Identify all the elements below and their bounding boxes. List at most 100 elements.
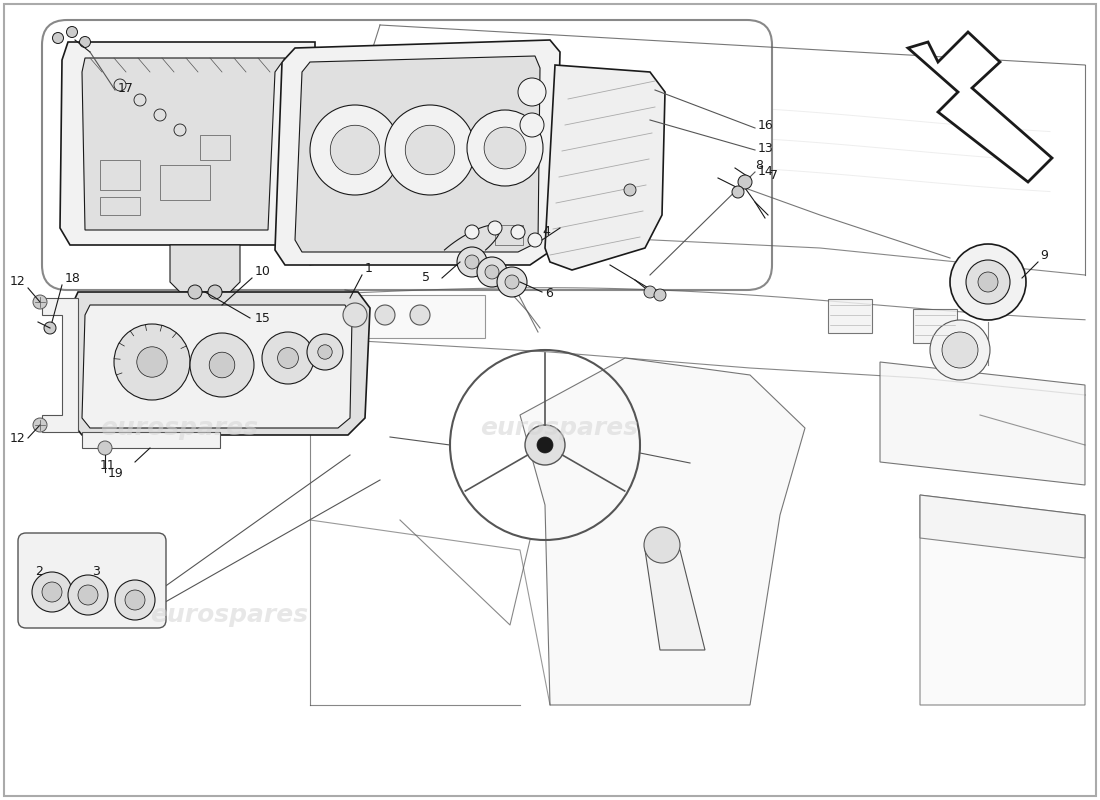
- Circle shape: [330, 126, 380, 174]
- Text: 19: 19: [108, 467, 123, 480]
- Bar: [828, 299, 872, 333]
- Circle shape: [125, 590, 145, 610]
- Polygon shape: [60, 42, 315, 245]
- Circle shape: [485, 265, 499, 279]
- Polygon shape: [295, 56, 540, 252]
- Text: 10: 10: [255, 265, 271, 278]
- FancyBboxPatch shape: [18, 533, 166, 628]
- Circle shape: [528, 233, 542, 247]
- Text: 13: 13: [758, 142, 773, 155]
- Text: 6: 6: [544, 287, 553, 300]
- Polygon shape: [908, 32, 1052, 182]
- Circle shape: [644, 286, 656, 298]
- Circle shape: [537, 437, 553, 453]
- Circle shape: [66, 26, 77, 38]
- Text: 15: 15: [255, 312, 271, 325]
- Bar: [160, 165, 210, 200]
- Circle shape: [98, 441, 112, 455]
- Text: 5: 5: [422, 271, 430, 284]
- Circle shape: [654, 289, 666, 301]
- Circle shape: [343, 303, 367, 327]
- Text: eurospares: eurospares: [150, 603, 308, 627]
- Circle shape: [456, 247, 487, 277]
- Circle shape: [484, 127, 526, 169]
- Text: 14: 14: [758, 165, 773, 178]
- Bar: [100, 160, 140, 190]
- Circle shape: [644, 527, 680, 563]
- Text: 11: 11: [100, 459, 116, 472]
- Circle shape: [950, 244, 1026, 320]
- Circle shape: [53, 33, 64, 43]
- Circle shape: [966, 260, 1010, 304]
- Circle shape: [512, 225, 525, 239]
- Circle shape: [262, 332, 314, 384]
- Circle shape: [209, 352, 234, 378]
- Polygon shape: [82, 305, 352, 428]
- Circle shape: [188, 285, 202, 299]
- Bar: [100, 197, 140, 215]
- Text: 2: 2: [35, 565, 43, 578]
- Circle shape: [134, 94, 146, 106]
- Text: 3: 3: [92, 565, 100, 578]
- Polygon shape: [68, 292, 370, 435]
- Circle shape: [465, 225, 478, 239]
- Circle shape: [307, 334, 343, 370]
- Text: 1: 1: [365, 262, 373, 275]
- Circle shape: [114, 79, 126, 91]
- Circle shape: [518, 78, 546, 106]
- Circle shape: [190, 333, 254, 397]
- Text: 8: 8: [755, 159, 763, 172]
- Circle shape: [33, 418, 47, 432]
- Circle shape: [277, 347, 298, 368]
- Polygon shape: [920, 495, 1085, 558]
- Polygon shape: [310, 295, 485, 338]
- Circle shape: [136, 347, 167, 378]
- Circle shape: [477, 257, 507, 287]
- Polygon shape: [880, 362, 1085, 485]
- Bar: [495, 225, 522, 245]
- Circle shape: [79, 37, 90, 47]
- Circle shape: [208, 285, 222, 299]
- Polygon shape: [82, 432, 220, 448]
- Circle shape: [154, 109, 166, 121]
- Circle shape: [497, 267, 527, 297]
- Circle shape: [732, 186, 744, 198]
- Circle shape: [930, 320, 990, 380]
- Circle shape: [385, 105, 475, 195]
- Circle shape: [738, 175, 752, 189]
- Circle shape: [525, 425, 565, 465]
- Circle shape: [375, 305, 395, 325]
- Text: eurospares: eurospares: [480, 416, 638, 440]
- Circle shape: [465, 255, 478, 269]
- Circle shape: [520, 113, 544, 137]
- Polygon shape: [520, 358, 805, 705]
- Polygon shape: [42, 298, 78, 432]
- Bar: [913, 309, 957, 343]
- Circle shape: [624, 184, 636, 196]
- Circle shape: [114, 324, 190, 400]
- Text: 4: 4: [542, 225, 550, 238]
- Circle shape: [42, 582, 62, 602]
- Text: eurospares: eurospares: [100, 416, 258, 440]
- Text: 7: 7: [770, 169, 778, 182]
- FancyBboxPatch shape: [42, 20, 772, 290]
- Circle shape: [488, 221, 502, 235]
- Circle shape: [942, 332, 978, 368]
- Circle shape: [468, 110, 543, 186]
- Bar: [200, 135, 230, 160]
- Polygon shape: [645, 550, 705, 650]
- Polygon shape: [170, 245, 240, 292]
- Polygon shape: [920, 495, 1085, 705]
- Text: 12: 12: [10, 275, 25, 288]
- Circle shape: [78, 585, 98, 605]
- Circle shape: [32, 572, 72, 612]
- Text: 9: 9: [1040, 249, 1048, 262]
- Circle shape: [116, 580, 155, 620]
- Text: 17: 17: [118, 82, 134, 95]
- Text: 16: 16: [758, 119, 773, 132]
- Circle shape: [174, 124, 186, 136]
- Circle shape: [410, 305, 430, 325]
- Text: 12: 12: [10, 432, 25, 445]
- Circle shape: [405, 126, 454, 174]
- Circle shape: [68, 575, 108, 615]
